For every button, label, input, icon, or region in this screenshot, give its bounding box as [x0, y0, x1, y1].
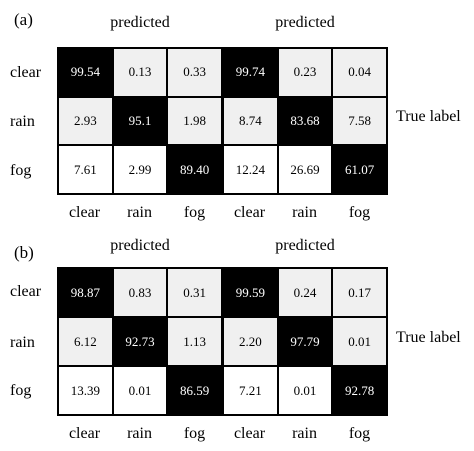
panel-a-label: (a)	[14, 10, 33, 29]
col-label-rain-a-left: rain	[127, 204, 152, 221]
heatmap-cell-clear-rain: 0.23	[277, 48, 333, 97]
col-label-clear-b-right: clear	[233, 425, 266, 442]
heatmap-cell-clear-rain: 0.83	[112, 268, 168, 317]
predicted-header-b-left: predicted	[110, 237, 170, 254]
col-label-clear-a-left: clear	[68, 204, 101, 221]
heatmap-cell-fog-clear: 13.39	[58, 366, 113, 415]
heatmap-cell-clear-clear: 99.54	[58, 48, 113, 97]
heatmap-cell-fog-fog: 61.07	[332, 145, 387, 194]
heatmap-cell-fog-rain: 0.01	[112, 366, 168, 415]
true-label-b: True label	[396, 329, 461, 346]
confusion-matrix-b-right: 99.59 0.24 0.17 2.20 97.79 0.01 7.21 0.01 92.78	[222, 267, 388, 416]
heatmap-cell-rain-clear: 8.74	[223, 96, 278, 146]
heatmap-cell-fog-rain: 0.01	[277, 366, 333, 415]
heatmap-cell-clear-clear: 99.59	[223, 268, 278, 317]
heatmap-cell-rain-clear: 2.20	[223, 317, 278, 366]
heatmap-cell-rain-clear: 2.93	[58, 96, 113, 146]
heatmap-cell-fog-fog: 89.40	[167, 145, 222, 194]
col-label-fog-a-right: fog	[348, 204, 371, 221]
heatmap-cell-rain-fog: 1.98	[167, 96, 222, 146]
col-label-fog-b-left: fog	[183, 425, 206, 442]
heatmap-cell-clear-fog: 0.31	[167, 268, 222, 317]
heatmap-cell-fog-clear: 7.21	[223, 366, 278, 415]
heatmap-cell-rain-fog: 7.58	[332, 96, 387, 146]
heatmap-cell-fog-fog: 92.78	[332, 366, 387, 415]
heatmap-cell-rain-fog: 0.01	[332, 317, 387, 366]
true-label-a: True label	[396, 108, 461, 125]
heatmap-cell-clear-fog: 0.04	[332, 48, 387, 97]
predicted-header-b-right: predicted	[275, 237, 335, 254]
heatmap-cell-rain-rain: 97.79	[277, 317, 333, 366]
predicted-header-a-left: predicted	[110, 14, 170, 31]
heatmap-cell-rain-rain: 95.1	[112, 96, 168, 146]
predicted-header-a-right: predicted	[275, 14, 335, 31]
heatmap-cell-fog-rain: 26.69	[277, 145, 333, 194]
heatmap-cell-fog-clear: 12.24	[223, 145, 278, 194]
row-label-fog-a: fog	[10, 162, 32, 179]
panel-b-label: (b)	[14, 243, 34, 262]
col-label-rain-a-right: rain	[292, 204, 317, 221]
row-label-clear-b: clear	[10, 283, 42, 300]
col-label-fog-a-left: fog	[183, 204, 206, 221]
row-label-rain-a: rain	[10, 113, 35, 130]
heatmap-cell-clear-fog: 0.33	[167, 48, 222, 97]
col-label-clear-b-left: clear	[68, 425, 101, 442]
heatmap-cell-rain-rain: 92.73	[112, 317, 168, 366]
heatmap-cell-fog-fog: 86.59	[167, 366, 222, 415]
heatmap-cell-rain-clear: 6.12	[58, 317, 113, 366]
heatmap-cell-fog-clear: 7.61	[58, 145, 113, 194]
heatmap-cell-clear-rain: 0.24	[277, 268, 333, 317]
row-label-rain-b: rain	[10, 334, 35, 351]
heatmap-cell-clear-clear: 99.74	[223, 48, 278, 97]
row-label-clear-a: clear	[10, 64, 42, 81]
heatmap-cell-clear-rain: 0.13	[112, 48, 168, 97]
heatmap-cell-rain-rain: 83.68	[277, 96, 333, 146]
col-label-clear-a-right: clear	[233, 204, 266, 221]
col-label-rain-b-left: rain	[127, 425, 152, 442]
confusion-matrix-a-right: 99.74 0.23 0.04 8.74 83.68 7.58 12.24 26.69 61.0…	[222, 47, 388, 195]
col-label-rain-b-right: rain	[292, 425, 317, 442]
row-label-fog-b: fog	[10, 382, 32, 399]
heatmap-cell-clear-fog: 0.17	[332, 268, 387, 317]
confusion-matrix-a-left: 99.54 0.13 0.33 2.93 95.1 1.98 7.61 2.99 89.40	[57, 47, 223, 195]
heatmap-cell-rain-fog: 1.13	[167, 317, 222, 366]
col-label-fog-b-right: fog	[348, 425, 371, 442]
confusion-matrix-b-left: 98.87 0.83 0.31 6.12 92.73 1.13 13.39 0.01 86.59	[57, 267, 223, 416]
heatmap-cell-fog-rain: 2.99	[112, 145, 168, 194]
heatmap-cell-clear-clear: 98.87	[58, 268, 113, 317]
